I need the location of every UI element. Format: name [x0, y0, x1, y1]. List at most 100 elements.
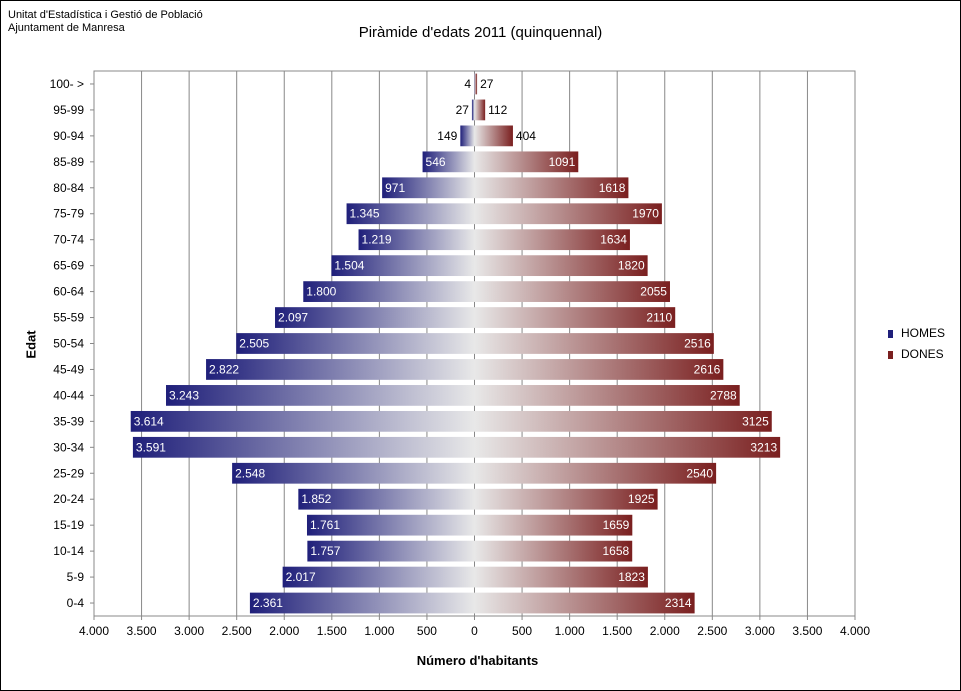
y-tick-label: 85-89 — [53, 155, 84, 169]
x-tick-label: 3.000 — [745, 624, 775, 638]
bar-dones — [474, 359, 724, 380]
data-label-dones: 1820 — [618, 259, 645, 273]
data-label-homes: 1.800 — [306, 285, 336, 299]
y-tick-label: 35-39 — [53, 414, 84, 428]
bar-dones — [474, 410, 772, 432]
y-tick-label: 20-24 — [53, 492, 84, 506]
bar-dones — [474, 488, 658, 510]
y-tick-label: 90-94 — [53, 129, 84, 143]
y-tick-label: 95-99 — [53, 103, 84, 117]
x-tick-label: 3.000 — [174, 624, 204, 638]
data-label-dones: 404 — [516, 129, 536, 143]
data-label-dones: 112 — [488, 103, 507, 117]
bar-homes — [249, 592, 475, 614]
data-label-homes: 2.548 — [235, 466, 265, 480]
data-label-homes: 2.822 — [209, 362, 239, 376]
x-tick-label: 1.000 — [364, 624, 394, 638]
bar-dones — [474, 540, 633, 562]
legend-swatch-homes — [888, 330, 893, 338]
data-label-homes: 1.219 — [362, 233, 392, 247]
x-tick-label: 2.500 — [697, 624, 727, 638]
data-label-homes: 2.505 — [239, 337, 269, 351]
x-tick-label: 1.000 — [555, 624, 585, 638]
y-tick-label: 60-64 — [53, 285, 84, 299]
bar-homes — [307, 540, 475, 562]
y-tick-label: 0-4 — [67, 596, 85, 610]
data-label-homes: 2.361 — [253, 596, 283, 610]
bar-homes — [382, 177, 475, 199]
bar-dones — [474, 592, 695, 614]
data-label-homes: 3.614 — [134, 414, 164, 428]
bar-homes — [132, 436, 475, 458]
bar-dones — [474, 125, 513, 147]
data-label-dones: 2788 — [710, 388, 737, 402]
x-tick-label: 4.000 — [840, 624, 870, 638]
bar-dones — [474, 151, 579, 173]
bar-dones — [474, 333, 714, 354]
data-label-dones: 1970 — [632, 207, 659, 221]
x-tick-label: 500 — [512, 624, 532, 638]
bar-dones — [474, 566, 648, 588]
data-label-homes: 1.504 — [334, 259, 364, 273]
data-label-homes: 1.757 — [310, 544, 340, 558]
x-tick-label: 2.000 — [650, 624, 680, 638]
bar-homes — [206, 359, 475, 380]
y-tick-label: 25-29 — [53, 466, 84, 480]
bar-dones — [474, 462, 717, 484]
data-label-dones: 3213 — [750, 440, 777, 454]
x-tick-label: 0 — [471, 624, 478, 638]
data-label-homes: 546 — [426, 155, 446, 169]
x-tick-label: 1.500 — [602, 624, 632, 638]
x-tick-label: 2.000 — [269, 624, 299, 638]
bar-homes — [346, 203, 475, 225]
data-label-dones: 1091 — [549, 155, 576, 169]
legend-label-dones: DONES — [901, 347, 944, 361]
bar-homes — [166, 385, 475, 406]
data-label-dones: 3125 — [742, 414, 769, 428]
bar-dones — [474, 281, 670, 302]
data-label-dones: 2314 — [665, 596, 692, 610]
bar-homes — [471, 99, 475, 121]
bar-homes — [130, 410, 475, 432]
y-tick-label: 70-74 — [53, 233, 84, 247]
bar-homes — [422, 151, 475, 173]
data-label-homes: 971 — [385, 181, 405, 195]
y-tick-label: 80-84 — [53, 181, 84, 195]
bar-dones — [474, 99, 486, 121]
bar-homes — [331, 255, 475, 277]
chart-title: Piràmide d'edats 2011 (quinquennal) — [358, 24, 603, 41]
data-label-dones: 1659 — [603, 518, 630, 532]
data-label-homes: 1.345 — [350, 207, 380, 221]
data-label-dones: 2540 — [686, 466, 713, 480]
data-label-dones: 1925 — [628, 492, 655, 506]
data-label-homes: 4 — [464, 77, 471, 91]
bar-dones — [474, 255, 648, 277]
bar-homes — [298, 488, 475, 510]
bar-homes — [303, 281, 475, 302]
bar-homes — [306, 514, 475, 536]
x-tick-label: 3.500 — [127, 624, 157, 638]
bar-homes — [358, 229, 475, 251]
data-label-dones: 1658 — [603, 544, 630, 558]
legend-label-homes: HOMES — [901, 326, 946, 340]
source-line-2: Ajuntament de Manresa — [8, 22, 125, 34]
bar-homes — [275, 307, 475, 328]
data-label-dones: 2516 — [684, 337, 711, 351]
y-tick-label: 5-9 — [67, 570, 85, 584]
y-tick-label: 50-54 — [53, 337, 84, 351]
data-label-homes: 2.097 — [278, 311, 308, 325]
bar-dones — [474, 73, 478, 95]
data-label-homes: 149 — [437, 129, 457, 143]
x-tick-label: 3.500 — [792, 624, 822, 638]
data-label-dones: 27 — [480, 77, 494, 91]
bar-dones — [474, 229, 630, 251]
x-axis-label: Número d'habitants — [416, 653, 539, 668]
data-label-homes: 2.017 — [286, 570, 316, 584]
bar-homes — [282, 566, 475, 588]
data-label-homes: 3.591 — [136, 440, 166, 454]
x-tick-label: 2.500 — [222, 624, 252, 638]
y-tick-label: 15-19 — [53, 518, 84, 532]
bar-dones — [474, 203, 662, 225]
data-label-homes: 1.852 — [301, 492, 331, 506]
